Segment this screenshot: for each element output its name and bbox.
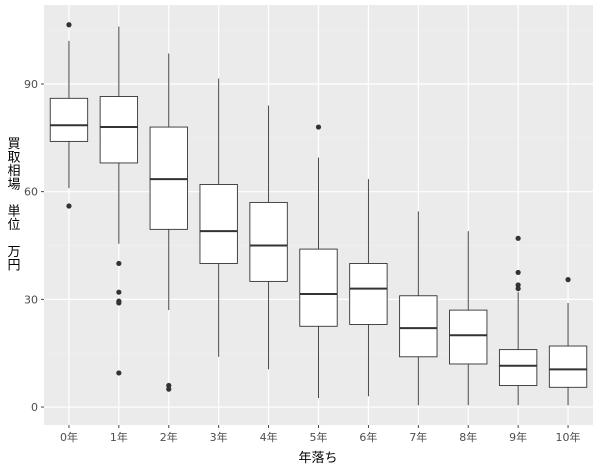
x-tick-label: 7年 [409, 430, 427, 444]
outlier-point [515, 269, 521, 276]
y-axis-title-char: 万 [7, 245, 20, 260]
y-axis-title-char: 場 [7, 178, 20, 193]
y-axis-title-char: 単 [7, 204, 20, 220]
outlier-point [116, 370, 122, 376]
outlier-point [315, 124, 322, 130]
box-group [548, 277, 588, 406]
outlier-point [116, 300, 122, 306]
y-axis-title-char: 円 [7, 259, 20, 274]
y-axis-title-char: 相 [7, 164, 20, 179]
y-axis-title-char: 買 [7, 137, 20, 152]
outlier-point [166, 386, 172, 392]
x-tick-label: 10年 [556, 430, 581, 444]
box-group [299, 124, 338, 399]
box-group [349, 179, 388, 397]
x-tick-label: 9年 [509, 430, 527, 444]
box-group [249, 105, 288, 370]
box-iqr [399, 295, 438, 358]
x-tick-label: 2年 [160, 430, 178, 444]
y-tick-label: 90 [24, 78, 38, 91]
y-tick-label: 30 [24, 293, 38, 306]
box-iqr [199, 184, 238, 264]
box-group [199, 78, 238, 357]
outlier-point [515, 235, 521, 241]
x-tick-label: 1年 [110, 430, 128, 444]
outlier-point [515, 282, 521, 288]
outlier-point [116, 260, 122, 267]
x-tick-label: 4年 [260, 430, 278, 444]
box-iqr [349, 263, 388, 325]
y-axis-title-char: 位 [7, 218, 20, 233]
outlier-point [515, 285, 521, 292]
outlier-point [166, 382, 172, 389]
box-iqr [498, 349, 538, 386]
outlier-point [66, 22, 72, 28]
outlier-point [66, 203, 72, 209]
y-axis: 0 30 60 90 [24, 78, 44, 414]
box-group [149, 53, 188, 392]
box-iqr [299, 248, 338, 327]
box-iqr [548, 345, 588, 388]
box-group [449, 231, 488, 406]
x-tick-label: 5年 [310, 430, 328, 444]
x-axis-title: 年落ち [298, 451, 337, 466]
x-tick-label: 3年 [210, 430, 228, 444]
outlier-point [565, 277, 571, 283]
box-group [399, 211, 438, 406]
box-group [49, 22, 89, 209]
box-iqr [449, 309, 488, 365]
y-axis-title-char: 取 [7, 151, 20, 166]
boxes-layer [49, 22, 588, 406]
box-iqr [49, 97, 89, 142]
outlier-point [116, 289, 122, 295]
y-tick-label: 60 [24, 186, 38, 199]
box-iqr [249, 201, 288, 282]
box-group [498, 235, 538, 406]
box-group [99, 26, 139, 376]
x-tick-label: 8年 [459, 430, 477, 444]
box-iqr [99, 96, 139, 164]
y-tick-label: 0 [31, 401, 38, 414]
x-tick-label: 0年 [60, 430, 78, 444]
x-tick-label: 6年 [359, 430, 377, 444]
x-axis: 0年 1年 2年 3年 4年 5年 6年 7年 8年 9年 10年 [60, 425, 581, 444]
